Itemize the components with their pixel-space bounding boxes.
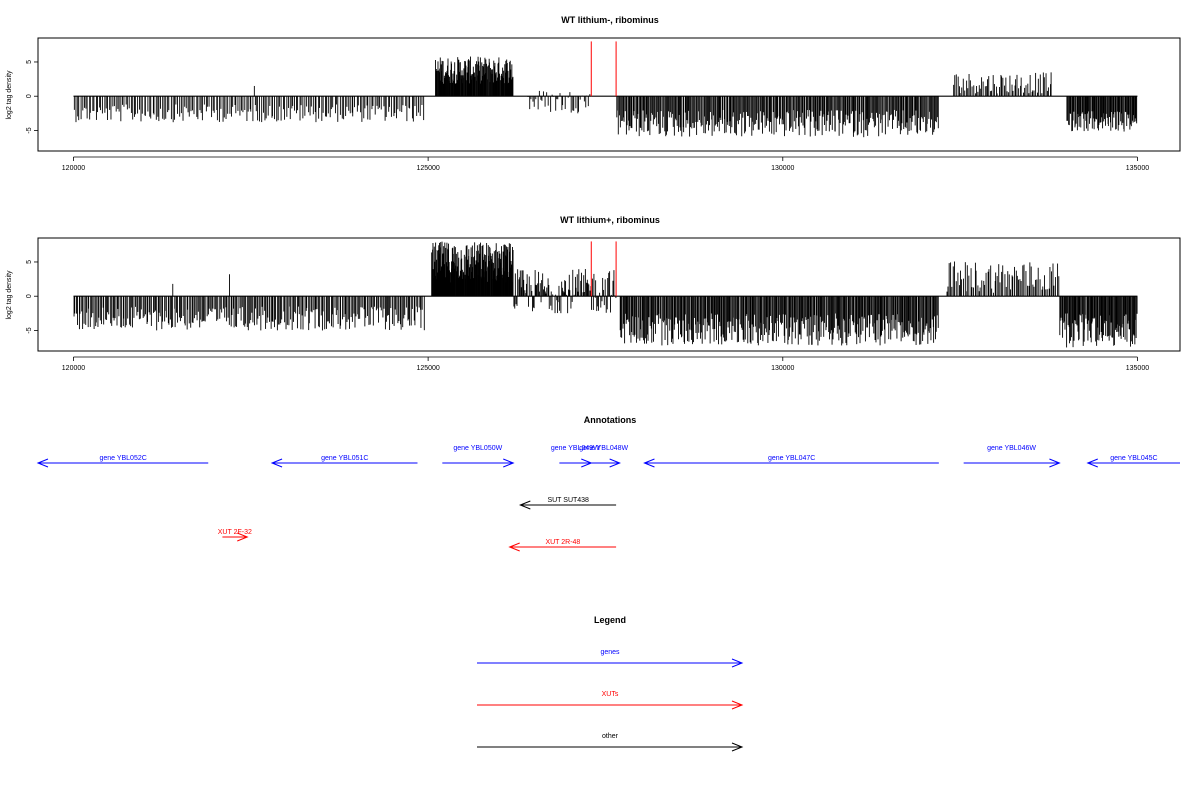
feature-label: gene YBL052C bbox=[99, 455, 146, 462]
arrow-head bbox=[508, 542, 520, 552]
x-tick-label: 125000 bbox=[416, 365, 439, 372]
annotations-title: Annotations bbox=[584, 415, 637, 425]
feature-label: gene YBL048W bbox=[579, 445, 628, 452]
annotation-feature: gene YBL051C bbox=[270, 455, 418, 468]
arrow-head bbox=[1086, 458, 1098, 468]
arrow-head bbox=[609, 458, 621, 468]
annotations-panel: Annotations gene YBL052C gene YBL051Cgene… bbox=[36, 415, 1180, 552]
arrow-head bbox=[643, 458, 655, 468]
feature-label: gene YBL045C bbox=[1110, 455, 1157, 462]
legend-item: genes bbox=[477, 649, 744, 668]
arrow-head bbox=[36, 458, 49, 468]
panel-title: WT lithium-, ribominus bbox=[561, 15, 659, 25]
y-tick-label: -5 bbox=[26, 327, 33, 333]
x-tick-label: 130000 bbox=[771, 365, 794, 372]
x-axis: 120000 125000 130000 135000 bbox=[62, 356, 1149, 372]
x-tick-label: 135000 bbox=[1126, 365, 1149, 372]
feature-label: gene YBL049W bbox=[551, 445, 600, 452]
arrow-head bbox=[1049, 458, 1061, 468]
arrow-head bbox=[731, 700, 744, 710]
legend-label: XUTs bbox=[602, 691, 619, 698]
arrow-head bbox=[503, 458, 515, 468]
bar-series bbox=[73, 241, 1138, 348]
y-tick-label: 5 bbox=[26, 260, 33, 264]
x-tick-label: 135000 bbox=[1126, 165, 1149, 172]
legend-label: other bbox=[602, 733, 619, 740]
annotation-feature: gene YBL047C bbox=[643, 455, 939, 468]
feature-label: XUT 2R-48 bbox=[545, 539, 580, 546]
x-tick-label: 120000 bbox=[62, 365, 85, 372]
bar-series bbox=[73, 41, 1138, 138]
panel-lithium-minus: WT lithium-, ribominus log2 tag density … bbox=[6, 15, 1181, 172]
legend-item: XUTs bbox=[477, 691, 744, 710]
feature-label: XUT 2F-32 bbox=[218, 529, 252, 536]
legend-items: genes XUTs other bbox=[477, 649, 744, 752]
arrow-head bbox=[237, 532, 249, 542]
feature-label: SUT SUT438 bbox=[547, 497, 589, 504]
panel-lithium-plus: WT lithium+, ribominus log2 tag density … bbox=[6, 215, 1181, 372]
y-tick-label: 0 bbox=[26, 94, 33, 98]
x-tick-label: 130000 bbox=[771, 165, 794, 172]
annotation-feature: gene YBL052C bbox=[36, 455, 209, 468]
y-tick-label: 0 bbox=[26, 294, 33, 298]
y-axis-label: log2 tag density bbox=[6, 270, 13, 320]
x-tick-label: 125000 bbox=[416, 165, 439, 172]
arrow-head bbox=[518, 500, 531, 510]
arrow-head bbox=[270, 458, 283, 468]
annotation-feature: gene YBL048W bbox=[579, 445, 629, 468]
arrow-head bbox=[731, 658, 744, 668]
annotation-feature: XUT 2R-48 bbox=[508, 539, 617, 552]
legend-label: genes bbox=[600, 649, 620, 656]
y-tick-label: 5 bbox=[26, 60, 33, 64]
y-tick-label: -5 bbox=[26, 127, 33, 133]
annotation-items: gene YBL052C gene YBL051C gene YBL050W gene… bbox=[36, 445, 1180, 552]
legend-item: other bbox=[477, 733, 744, 752]
y-axis: -5 0 5 bbox=[26, 60, 39, 134]
arrow-head bbox=[731, 742, 744, 752]
feature-label: gene YBL047C bbox=[768, 455, 815, 462]
legend-panel: Legend genes XUTs other bbox=[477, 615, 744, 752]
feature-label: gene YBL050W bbox=[453, 445, 502, 452]
feature-label: gene YBL051C bbox=[321, 455, 368, 462]
y-axis: -5 0 5 bbox=[26, 260, 39, 334]
x-axis: 120000 125000 130000 135000 bbox=[62, 156, 1149, 172]
x-tick-label: 120000 bbox=[62, 165, 85, 172]
feature-label: gene YBL046W bbox=[987, 445, 1036, 452]
annotation-feature: gene YBL050W bbox=[442, 445, 515, 468]
y-axis-label: log2 tag density bbox=[6, 70, 13, 120]
annotation-feature: gene YBL046W bbox=[963, 445, 1061, 468]
legend-title: Legend bbox=[594, 615, 626, 625]
annotation-feature: SUT SUT438 bbox=[518, 497, 617, 510]
annotation-feature: gene YBL045C bbox=[1086, 455, 1180, 468]
annotation-feature: XUT 2F-32 bbox=[218, 529, 252, 542]
panel-title: WT lithium+, ribominus bbox=[560, 215, 660, 225]
